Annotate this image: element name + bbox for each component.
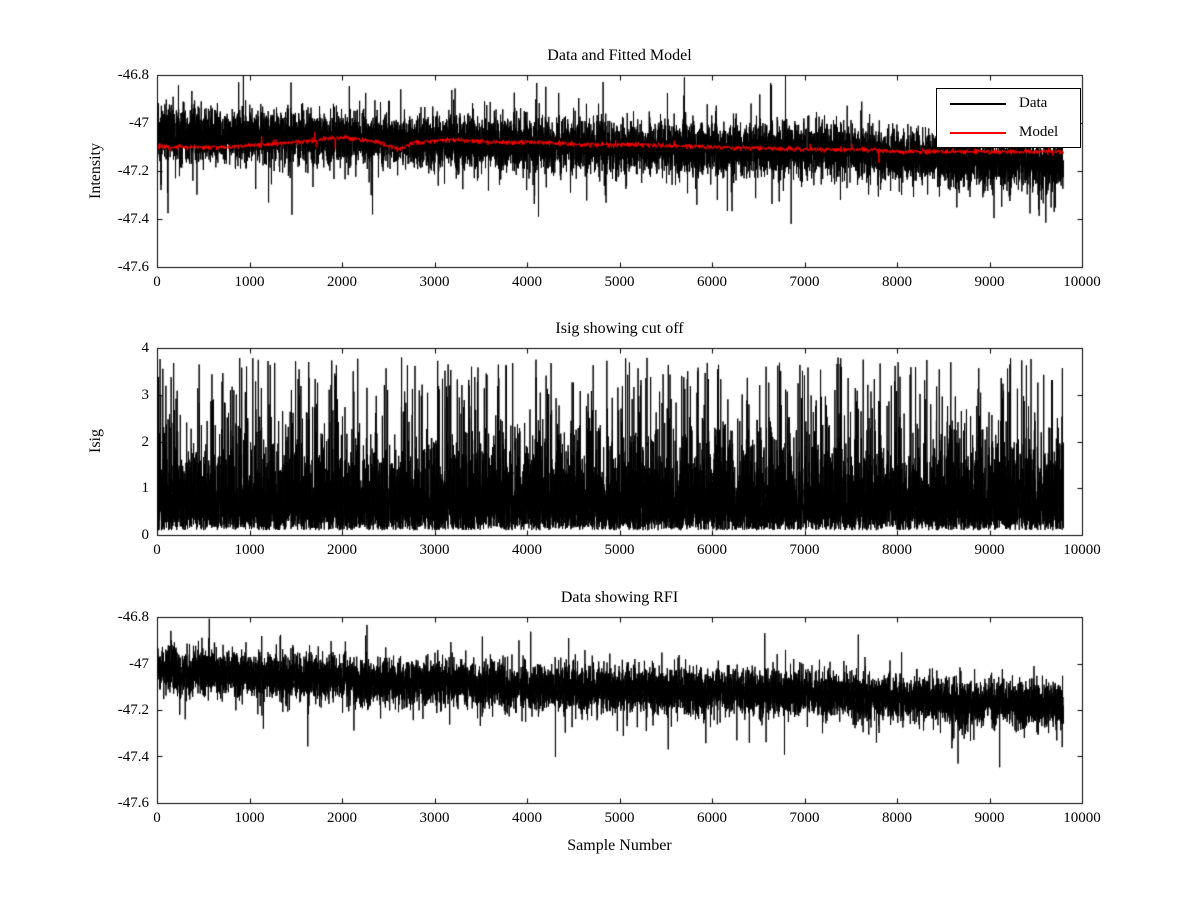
legend-line-sample-data [950, 102, 1006, 105]
x-tick-label: 6000 [697, 274, 727, 290]
y-tick-label: 0 [141, 527, 150, 543]
x-tick-label: 0 [153, 810, 161, 826]
x-tick-label: 5000 [604, 810, 635, 826]
x-tick-label: 2000 [327, 542, 357, 558]
x-tick-label: 0 [153, 542, 161, 558]
legend-line-sample-model [950, 131, 1006, 134]
y-tick-label: -46.8 [117, 67, 149, 83]
y-tick-label: -47.6 [117, 259, 149, 275]
x-tick-label: 7000 [789, 810, 820, 826]
x-tick-label: 10000 [1063, 810, 1101, 826]
x-tick-label: 8000 [882, 810, 912, 826]
x-tick-label: 3000 [419, 542, 450, 558]
x-tick-label: 0 [153, 274, 161, 290]
y-tick-label: -47.4 [117, 748, 149, 765]
x-tick-label: 3000 [419, 810, 450, 826]
y-tick-label: 3 [141, 386, 150, 403]
legend-label-data: Data [1019, 95, 1048, 111]
y-tick-label: 2 [141, 433, 150, 450]
x-tick-label: 7000 [789, 542, 820, 558]
x-tick-label: 4000 [512, 542, 542, 558]
y-tick-label: -47.2 [117, 702, 149, 718]
subplot2-title: Isig showing cut off [555, 320, 684, 337]
x-tick-label: 4000 [512, 810, 542, 826]
y-tick-label: 1 [141, 480, 150, 497]
x-tick-label: 4000 [512, 274, 542, 290]
y-tick-label: -47.6 [117, 795, 149, 811]
x-tick-label: 1000 [234, 542, 265, 558]
x-tick-label: 2000 [327, 274, 357, 290]
y-tick-label: 4 [141, 340, 150, 356]
subplot1-title: Data and Fitted Model [547, 47, 692, 64]
x-tick-label: 10000 [1063, 274, 1101, 290]
x-tick-label: 8000 [882, 274, 912, 290]
legend-entry-data: Data [937, 89, 1080, 118]
y-tick-label: -47 [129, 655, 149, 672]
x-tick-label: 9000 [974, 810, 1005, 826]
x-tick-label: 10000 [1063, 542, 1101, 558]
x-tick-label: 9000 [974, 274, 1005, 290]
legend: Data Model [936, 88, 1081, 148]
legend-entry-model: Model [937, 118, 1080, 147]
x-tick-label: 7000 [789, 274, 820, 290]
y-tick-label: -47.2 [117, 163, 149, 179]
x-tick-label: 1000 [234, 810, 265, 826]
x-tick-label: 5000 [604, 274, 635, 290]
x-tick-label: 8000 [882, 542, 912, 558]
subplot3-title: Data showing RFI [560, 589, 679, 606]
x-tick-label: 3000 [419, 274, 450, 290]
x-tick-label: 2000 [327, 810, 357, 826]
x-tick-label: 6000 [697, 542, 727, 558]
x-tick-label: 1000 [234, 274, 265, 290]
x-tick-label: 6000 [697, 810, 727, 826]
y-tick-label: -46.8 [117, 609, 149, 625]
x-tick-label: 5000 [604, 542, 635, 558]
legend-label-model: Model [1019, 124, 1059, 140]
y-tick-label: -47.4 [117, 211, 149, 227]
y-tick-label: -47 [129, 115, 149, 131]
subplot3-x-axis-label: Sample Number [567, 837, 672, 854]
x-tick-label: 9000 [974, 542, 1005, 558]
